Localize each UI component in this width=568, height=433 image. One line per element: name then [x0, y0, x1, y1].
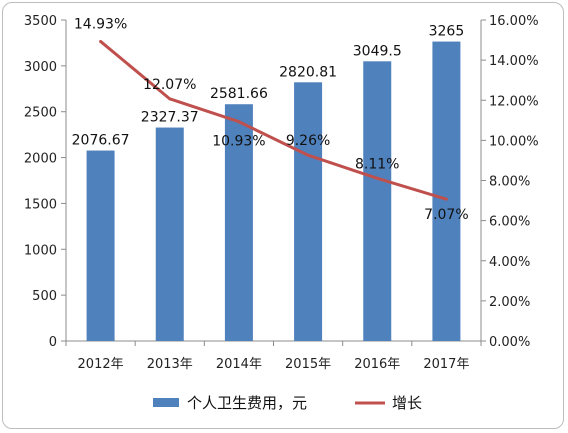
bar-data-label: 2820.81 [279, 64, 337, 80]
y-left-tick-label: 3500 [24, 14, 57, 29]
line-data-label: 10.93% [212, 134, 265, 150]
bar [363, 61, 392, 341]
x-tick-label: 2016年 [354, 357, 400, 372]
bar-data-label: 2076.67 [72, 133, 130, 149]
line-point [99, 39, 103, 43]
y-left-tick-label: 1000 [24, 243, 57, 258]
legend: 个人卫生费用，元 增长 [153, 394, 422, 412]
line-point [237, 120, 241, 124]
y-right-tick-label: 2.00% [489, 295, 530, 310]
y-right-tick-label: 6.00% [489, 215, 530, 230]
legend-bar-swatch [153, 398, 179, 407]
bar [224, 104, 253, 341]
line-point [444, 197, 448, 201]
axes: 0 500 1000 1500 2000 2500 3000 3500 0.00% 2.00% 4.… [24, 14, 539, 372]
bar [155, 127, 184, 341]
growth-line [99, 40, 447, 201]
line-data-label: 7.07% [424, 207, 468, 223]
x-tick-label: 2017年 [423, 357, 469, 372]
bar-data-label: 3265 [429, 24, 465, 40]
bar [86, 150, 115, 341]
x-tick-label: 2012年 [78, 357, 124, 372]
y-right-tick-label: 0.00% [489, 335, 530, 350]
y-right-tick-label: 14.00% [489, 54, 539, 69]
y-right-tick-label: 10.00% [489, 134, 539, 149]
bar [432, 41, 461, 341]
line-point [306, 153, 310, 157]
line-data-label: 9.26% [286, 133, 330, 149]
legend-line-label: 增长 [392, 394, 422, 412]
y-right-tick-label: 16.00% [489, 14, 539, 29]
y-right-tick-label: 4.00% [489, 255, 530, 270]
line-point [168, 97, 172, 101]
y-left-tick-label: 3000 [24, 60, 57, 75]
line-data-label: 14.93% [74, 16, 127, 32]
y-left-tick-label: 1500 [24, 197, 57, 212]
legend-bar-label: 个人卫生费用，元 [187, 394, 307, 412]
line-series [99, 39, 448, 201]
data-labels: 2076.67 2327.37 2581.66 2820.81 3049.5 3265 14… [72, 16, 469, 223]
y-left-tick-label: 0 [49, 335, 57, 350]
y-right-tick-label: 8.00% [489, 175, 530, 190]
line-data-label: 12.07% [143, 77, 196, 93]
line-data-label: 8.11% [355, 156, 399, 172]
y-left-tick-label: 500 [32, 289, 57, 304]
bar-data-label: 3049.5 [353, 43, 402, 59]
x-tick-label: 2014年 [216, 357, 262, 372]
bar-series [86, 41, 461, 341]
y-left-tick-label: 2000 [24, 152, 57, 167]
bar [294, 82, 323, 341]
bar-data-label: 2327.37 [141, 110, 199, 126]
y-left-tick-label: 2500 [24, 106, 57, 121]
line-point [375, 176, 379, 180]
x-tick-label: 2013年 [147, 357, 193, 372]
y-right-tick-label: 12.00% [489, 94, 539, 109]
bar-data-label: 2581.66 [210, 86, 268, 102]
x-tick-label: 2015年 [285, 357, 331, 372]
